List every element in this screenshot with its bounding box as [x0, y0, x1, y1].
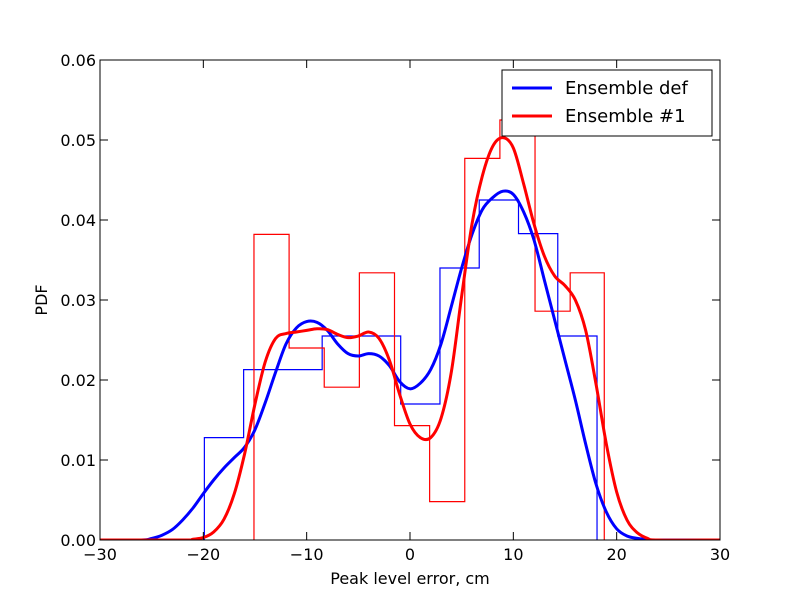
x-tick-label: −20	[186, 545, 220, 564]
plot-area: −30 −20 −10 0 10 20 30 0.00 0.01 0.02 0.03 0.04 0.05…	[60, 51, 730, 564]
y-tick-label: 0.00	[60, 531, 96, 550]
legend: Ensemble def Ensemble #1	[501, 69, 713, 137]
y-tick-label: 0.05	[60, 131, 96, 150]
histogram-ensemble-def	[203, 199, 598, 540]
x-axis-label: Peak level error, cm	[330, 569, 490, 588]
kde-line-ensemble-1	[100, 136, 720, 540]
y-tick-label: 0.06	[60, 51, 96, 70]
y-tick-label: 0.03	[60, 291, 96, 310]
x-tick-label: −30	[83, 545, 117, 564]
legend-label-ensemble-1: Ensemble #1	[565, 106, 686, 127]
kde-line-ensemble-def	[100, 189, 720, 540]
x-tick-label: 20	[606, 545, 626, 564]
y-tick-label: 0.04	[60, 211, 96, 230]
legend-box	[501, 69, 713, 137]
x-tick-label: −10	[290, 545, 324, 564]
legend-label-ensemble-def: Ensemble def	[565, 78, 688, 99]
x-tick-label: 10	[503, 545, 523, 564]
y-tick-label: 0.02	[60, 371, 96, 390]
y-axis-label: PDF	[32, 284, 51, 315]
x-tick-label: 30	[710, 545, 730, 564]
y-tick-label: 0.01	[60, 451, 96, 470]
x-tick-label: 0	[405, 545, 415, 564]
ticks-layer: −30 −20 −10 0 10 20 30 0.00 0.01 0.02 0.03 0.04 0.05…	[60, 51, 730, 564]
kde-layer	[100, 136, 720, 540]
